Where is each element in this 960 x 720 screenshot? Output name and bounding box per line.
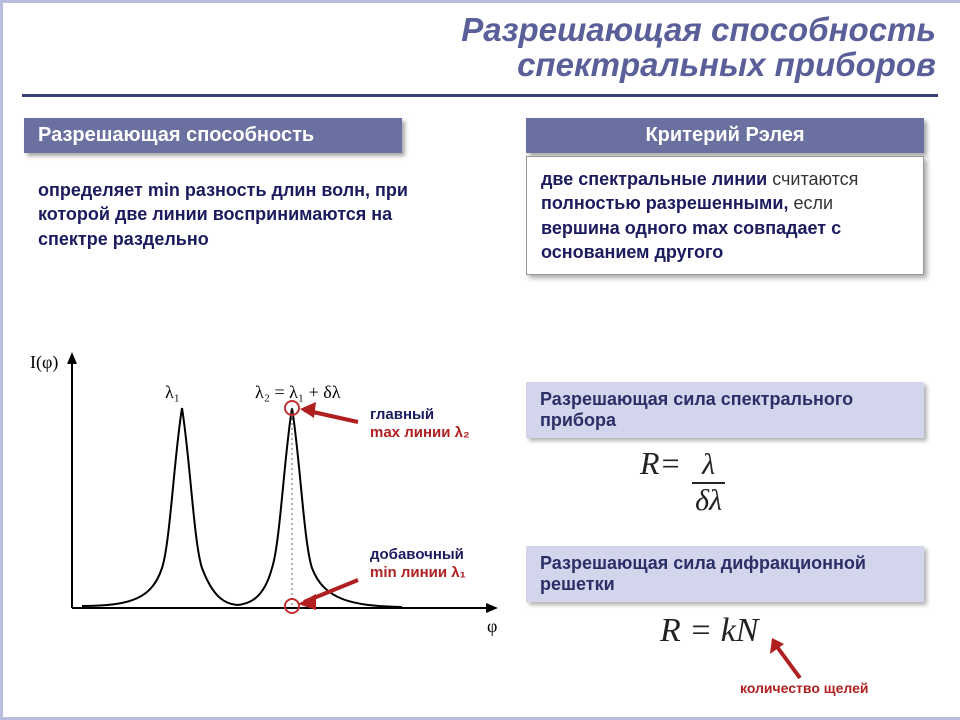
page-title: Разрешающая способность спектральных при…: [50, 13, 936, 82]
sub-header-2: Разрешающая сила дифракционной решетки: [526, 546, 924, 602]
formula1-num: λ: [692, 448, 725, 484]
formula1-den: δλ: [689, 484, 728, 518]
left-stripe: [0, 0, 3, 720]
title-line1: Разрешающая способность: [50, 13, 936, 48]
sub-header-1: Разрешающая сила спектрального прибора: [526, 382, 924, 438]
chart-xlabel: φ: [487, 616, 497, 637]
title-rule: [22, 94, 938, 97]
footnote-arrow: [720, 620, 840, 690]
right-panel-body: две спектральные линии считаются полност…: [526, 156, 924, 275]
formula-1: R= λ δλ: [640, 445, 728, 518]
annot-max-l2: max линии λ₂: [370, 424, 470, 442]
chart-lambda2: λ₂ = λ₁ + δλ: [255, 382, 341, 403]
left-panel-header: Разрешающая способность: [24, 118, 402, 153]
right-panel-header: Критерий Рэлея: [526, 118, 924, 153]
annot-min-l1: добавочный: [370, 546, 466, 564]
annot-max: главный max линии λ₂: [370, 406, 470, 442]
annot-max-l1: главный: [370, 406, 470, 424]
formula1-lhs: R=: [640, 445, 681, 481]
left-panel-body: определяет min разность длин волн, при к…: [24, 168, 428, 261]
title-line2: спектральных приборов: [50, 48, 936, 83]
chart-ylabel: I(φ): [30, 352, 58, 373]
chart: I(φ) φ λ₁ λ₂ = λ₁ + δλ: [22, 348, 512, 648]
annot-min-l2: min линии λ₁: [370, 564, 466, 582]
annot-min: добавочный min линии λ₁: [370, 546, 466, 582]
chart-lambda1: λ₁: [165, 382, 180, 403]
